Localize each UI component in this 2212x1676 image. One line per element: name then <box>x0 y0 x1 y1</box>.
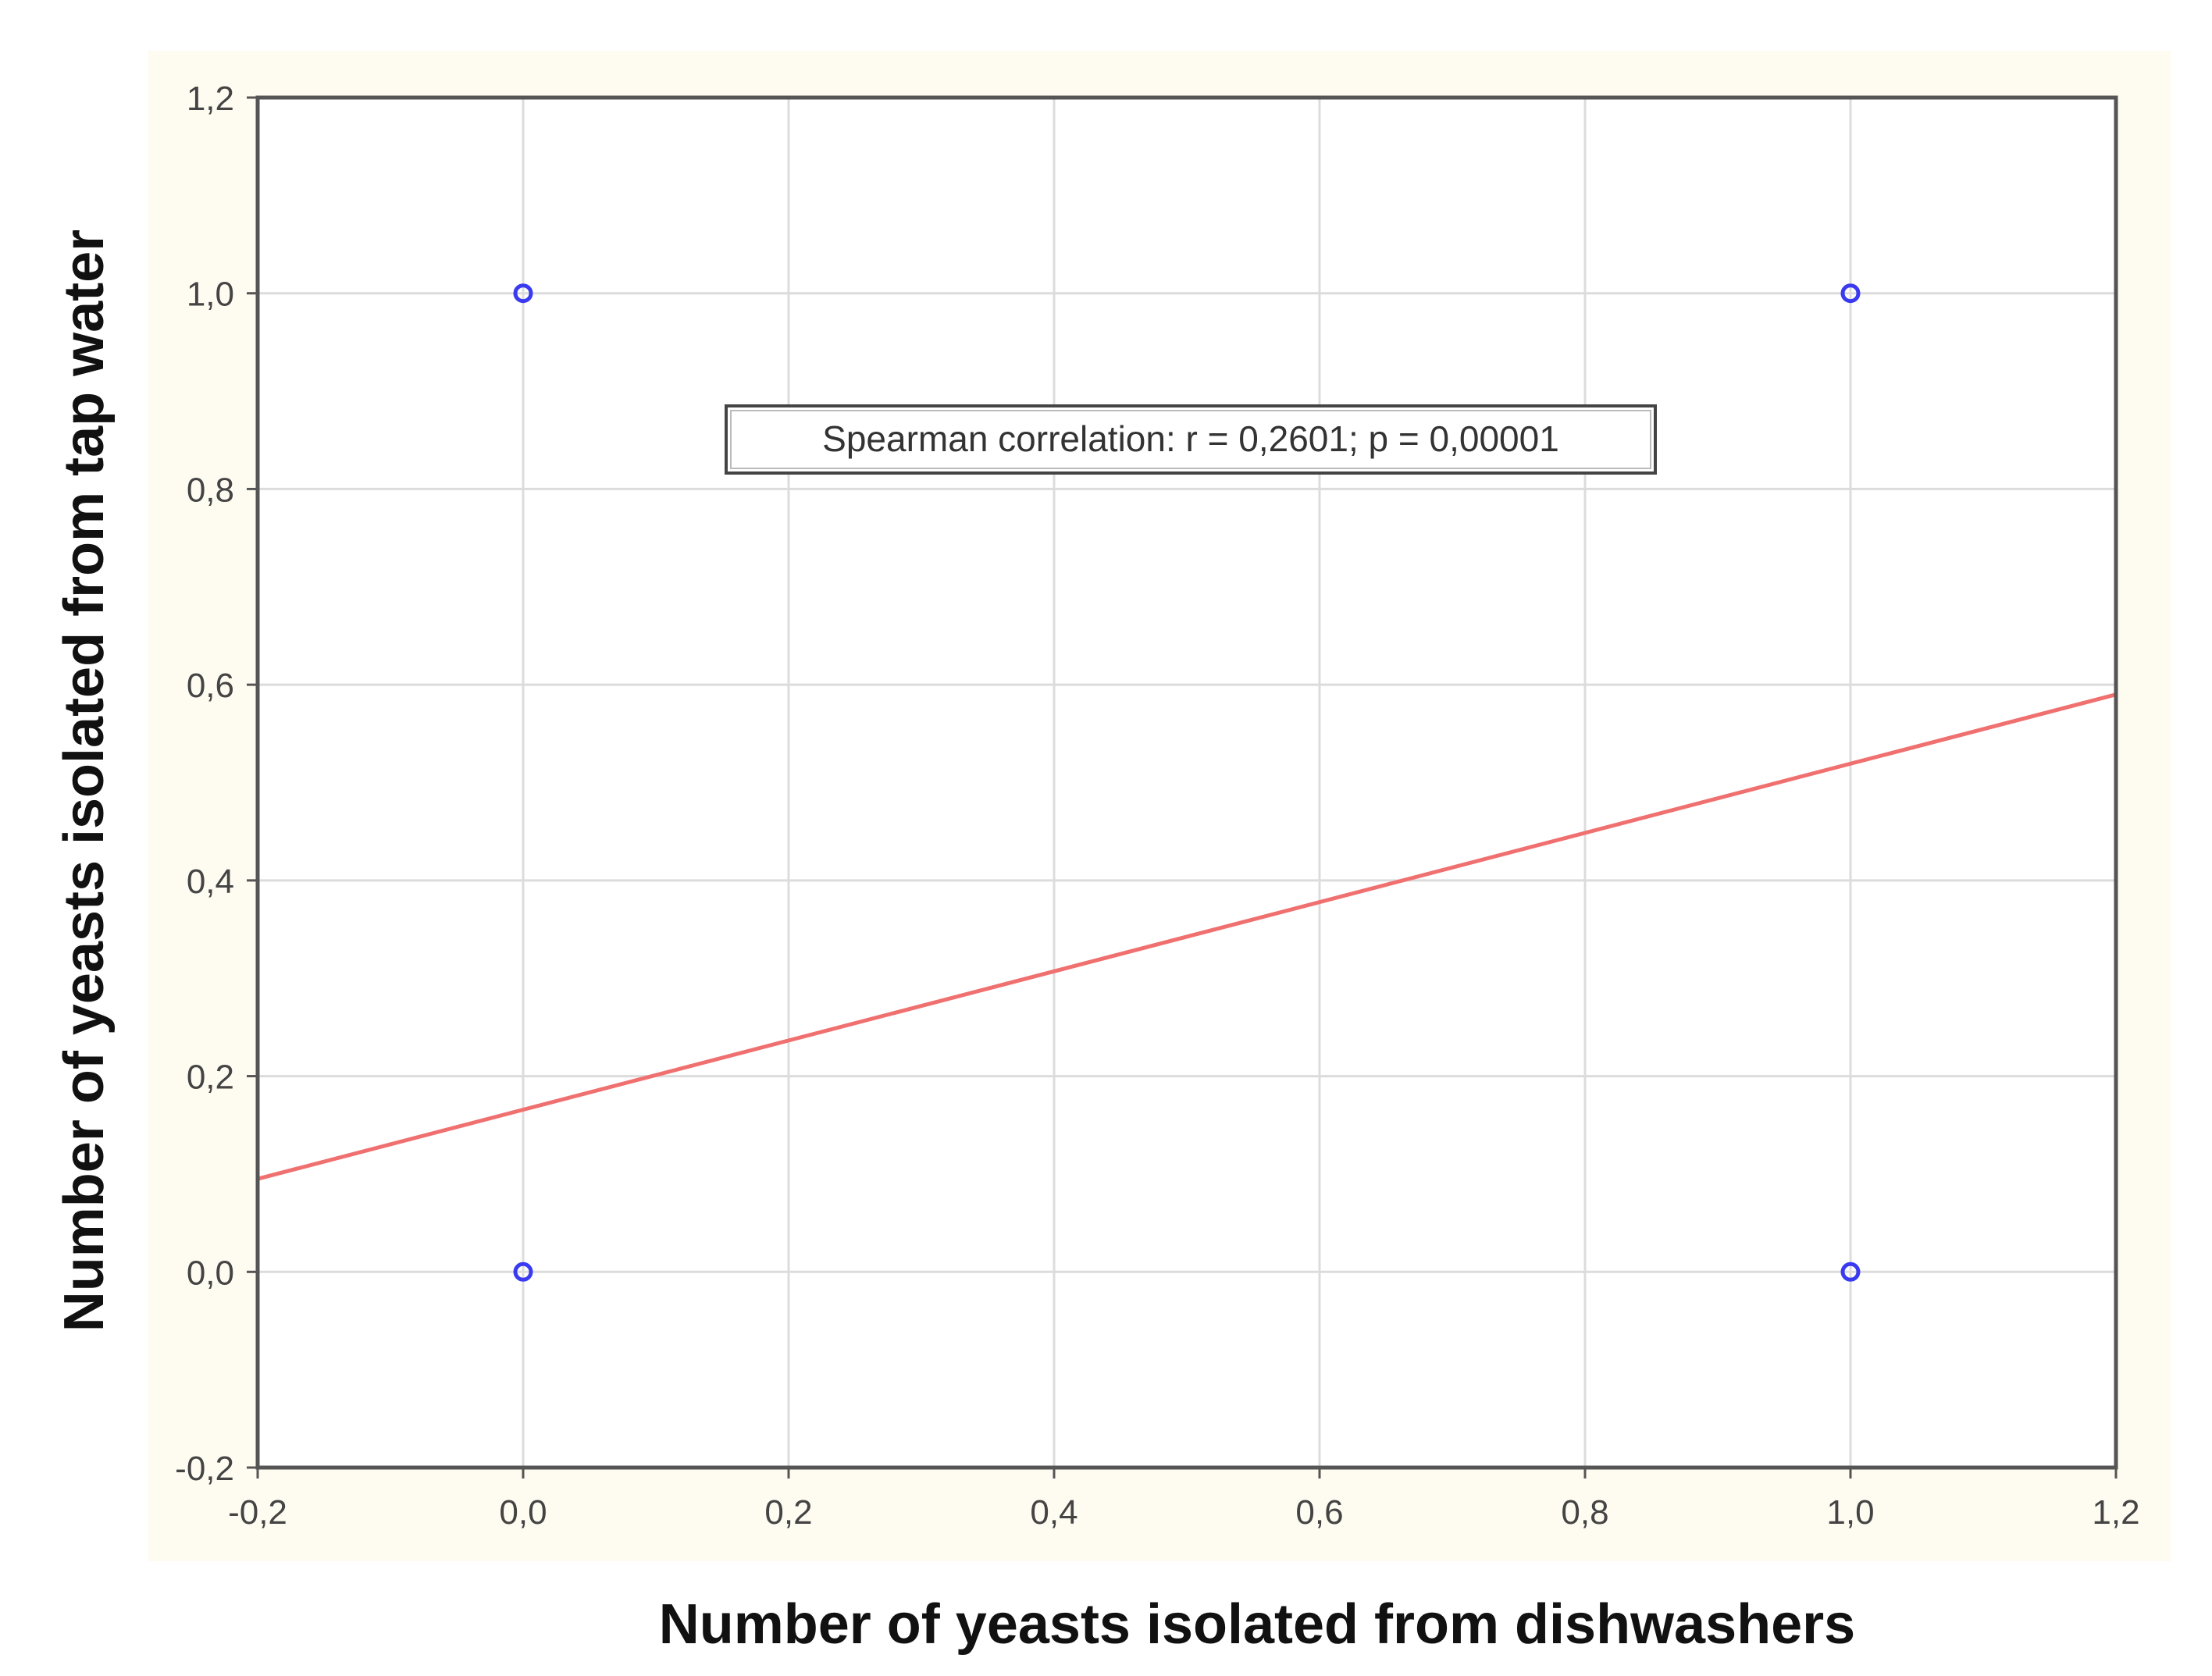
x-tick-label: -0,2 <box>228 1493 287 1532</box>
annotation-box-shadow <box>730 410 1651 469</box>
y-tick-label: 0,0 <box>187 1254 234 1292</box>
x-tick-label: 0,0 <box>499 1493 547 1532</box>
y-tick-label: 0,6 <box>187 667 234 705</box>
data-point <box>513 1261 533 1282</box>
x-axis-label: Number of yeasts isolated from dishwashe… <box>659 1593 1855 1656</box>
annotation-box <box>725 404 1657 475</box>
annotation-text: Spearman correlation: r = 0,2601; p = 0,… <box>822 418 1559 459</box>
y-tick-label: 1,2 <box>187 80 234 118</box>
data-point <box>1840 1261 1861 1282</box>
data-point <box>1840 283 1861 304</box>
plot-frame <box>255 95 2118 1470</box>
x-tick-label: 1,0 <box>1826 1493 1874 1532</box>
y-tick-label: 0,4 <box>187 863 234 901</box>
x-axis-tick-labels: -0,2 0,0 0,2 0,4 0,6 0,8 1,0 1,2 <box>228 1493 2140 1532</box>
x-tick-label: 0,8 <box>1561 1493 1608 1532</box>
grid <box>258 98 2116 1468</box>
y-axis-label: Number of yeasts isolated from tap water <box>53 230 116 1332</box>
y-tick-label: 0,2 <box>187 1059 234 1097</box>
data-point <box>513 283 533 304</box>
y-tick-label: 1,0 <box>187 276 234 314</box>
plot-area <box>258 98 2116 1468</box>
x-tick-label: 0,4 <box>1030 1493 1078 1532</box>
x-tick-label: 1,2 <box>2092 1493 2139 1532</box>
y-tick-label: -0,2 <box>175 1450 234 1488</box>
y-axis-tick-labels: -0,2 0,0 0,2 0,4 0,6 0,8 1,0 1,2 <box>175 80 234 1488</box>
data-points <box>513 283 1861 1282</box>
x-tick-label: 0,2 <box>764 1493 812 1532</box>
y-tick-label: 0,8 <box>187 471 234 509</box>
regression-line <box>257 692 2117 1181</box>
spearman-annotation: Spearman correlation: r = 0,2601; p = 0,… <box>725 404 1657 475</box>
x-tick-label: 0,6 <box>1295 1493 1343 1532</box>
